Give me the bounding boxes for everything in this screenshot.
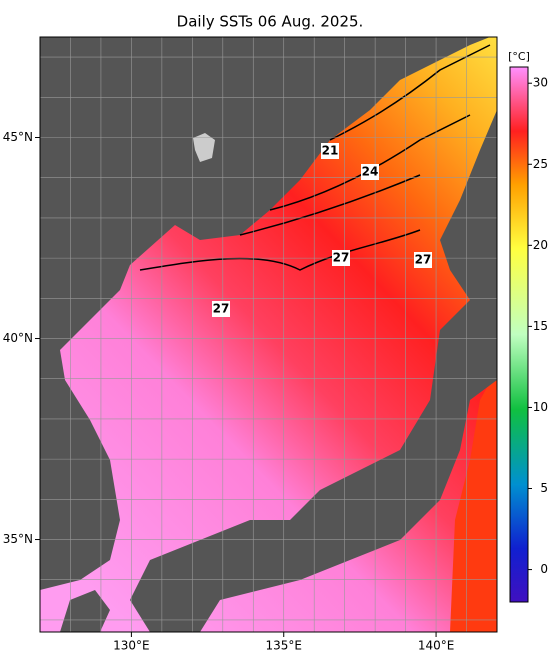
island — [193, 133, 215, 162]
contour-label-box — [332, 250, 350, 266]
contour-label-box — [321, 143, 339, 159]
contour-label: 24 — [362, 165, 379, 179]
colorbar-tick-label: 30 — [533, 76, 548, 90]
colorbar-tick-label: 10 — [533, 400, 548, 414]
colorbar-tick-label: 15 — [533, 319, 548, 333]
lon-label: 135°E — [265, 639, 302, 653]
pacific-sea — [450, 370, 497, 632]
colorbar-tick-label: 20 — [533, 238, 548, 252]
contour-label-box — [361, 164, 379, 180]
contour-label-box — [414, 252, 432, 268]
contour-label: 27 — [415, 253, 432, 267]
colorbar — [509, 66, 529, 603]
colorbar-tick-label: 5 — [540, 481, 548, 495]
land-japan — [130, 110, 497, 632]
contour-lines — [139, 44, 491, 271]
land-kyushu — [60, 590, 110, 632]
colorbar-label: [°C] — [508, 50, 530, 63]
map — [40, 37, 497, 632]
title: Daily SSTs 06 Aug. 2025. — [177, 13, 364, 31]
contour-label: 27 — [213, 302, 230, 316]
contour-label: 27 — [333, 251, 350, 265]
land-continent — [40, 37, 490, 590]
lat-label: 45°N — [3, 130, 33, 144]
lat-label: 35°N — [3, 532, 33, 546]
lat-label: 40°N — [3, 331, 33, 345]
lon-label: 140°E — [418, 639, 455, 653]
contour-label: 21 — [322, 144, 339, 158]
colorbar-tick-label: 0 — [540, 562, 548, 576]
colorbar-tick-label: 25 — [533, 157, 548, 171]
map-frame — [39, 36, 498, 633]
lon-label: 130°E — [113, 639, 150, 653]
contour-label-box — [212, 301, 230, 317]
